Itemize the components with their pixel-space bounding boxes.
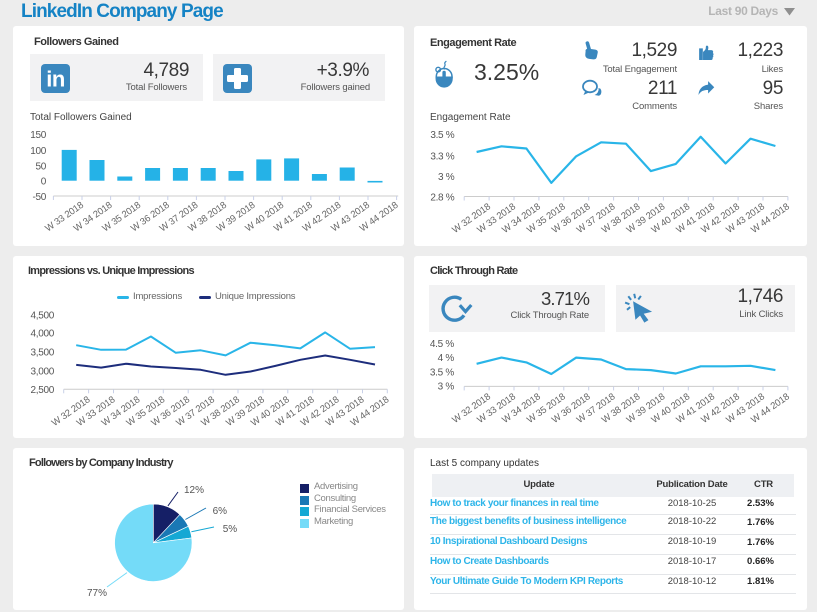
- svg-text:4.5 %: 4.5 %: [430, 339, 454, 350]
- svg-text:4,000: 4,000: [30, 329, 54, 340]
- svg-text:3 %: 3 %: [438, 172, 455, 183]
- svg-text:100: 100: [30, 146, 47, 157]
- svg-text:4,500: 4,500: [30, 310, 54, 321]
- svg-text:3.5 %: 3.5 %: [430, 130, 454, 141]
- svg-text:2.8 %: 2.8 %: [430, 193, 454, 204]
- svg-text:3.5 %: 3.5 %: [430, 368, 454, 379]
- svg-text:3,000: 3,000: [30, 366, 54, 377]
- svg-text:3 %: 3 %: [438, 382, 455, 393]
- svg-text:77%: 77%: [87, 588, 107, 599]
- svg-text:3.3 %: 3.3 %: [430, 152, 454, 163]
- svg-text:150: 150: [30, 130, 47, 141]
- svg-text:50: 50: [35, 161, 46, 172]
- svg-text:6%: 6%: [213, 506, 228, 517]
- svg-text:3,500: 3,500: [30, 348, 54, 359]
- svg-text:12%: 12%: [184, 485, 204, 496]
- svg-text:in: in: [46, 67, 65, 92]
- svg-text:4 %: 4 %: [438, 353, 455, 364]
- svg-text:2,500: 2,500: [30, 385, 54, 396]
- svg-text:-50: -50: [32, 192, 46, 203]
- svg-text:5%: 5%: [223, 524, 238, 535]
- svg-text:0: 0: [41, 177, 47, 188]
